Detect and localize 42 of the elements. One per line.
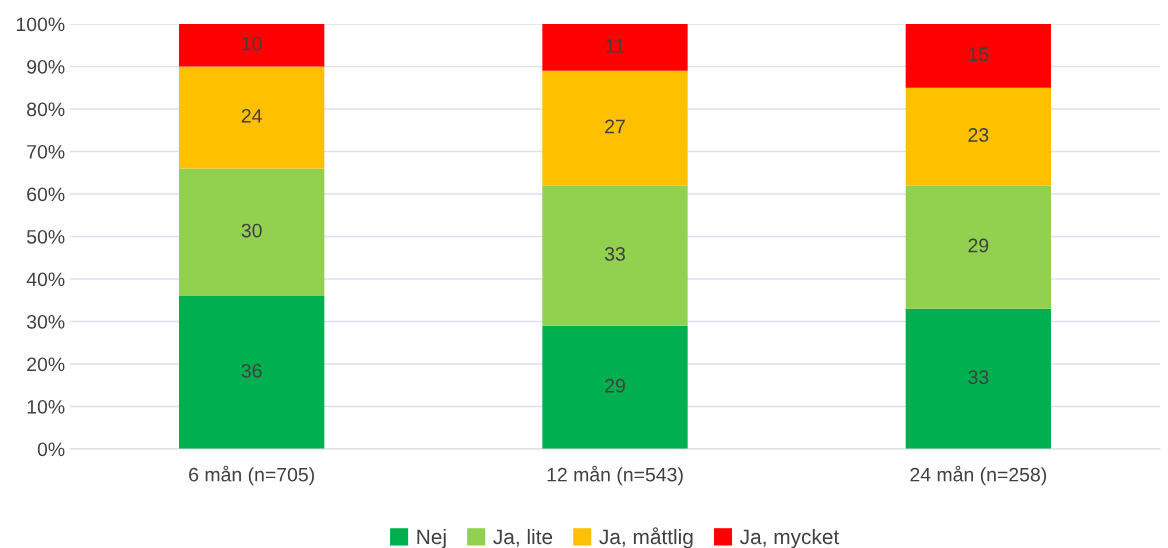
y-tick-label: 100% (16, 17, 65, 32)
bar (542, 70, 688, 186)
data-label: 24 (241, 108, 262, 123)
bar (905, 87, 1051, 186)
y-tick-label: 40% (26, 272, 65, 287)
data-label: 29 (605, 378, 625, 393)
data-label: 23 (968, 128, 989, 142)
y-tick-label: 30% (26, 314, 65, 329)
y-tick-label: 50% (27, 229, 65, 244)
y-tick-label: 90% (27, 59, 65, 74)
y-tick-label: 60% (27, 187, 65, 202)
bar (905, 185, 1051, 309)
bar (542, 325, 688, 449)
legend-label: Ja, mycket (740, 528, 840, 548)
bar (905, 308, 1051, 449)
data-label: 36 (241, 363, 262, 378)
data-label: 29 (968, 238, 989, 253)
data-label: 10 (242, 36, 262, 51)
y-tick-label: 10% (27, 399, 65, 414)
y-tick-label: 20% (27, 357, 65, 372)
bar (179, 24, 325, 67)
data-label: 30 (241, 223, 262, 238)
y-tick-label: 70% (27, 144, 65, 159)
data-label: 33 (604, 247, 625, 261)
x-tick-label: 24 mån (n=258) (910, 465, 1047, 486)
data-label: 11 (606, 39, 625, 53)
bar (905, 24, 1051, 88)
y-tick-label: 0% (37, 442, 65, 457)
x-tick-label: 6 mån (n=705) (189, 465, 314, 486)
legend-label: Ja, måttlig (599, 527, 693, 548)
bar (542, 185, 688, 326)
bar (179, 168, 325, 296)
bar (179, 66, 325, 169)
y-tick-label: 80% (27, 102, 65, 117)
data-label: 33 (968, 370, 989, 385)
bar (179, 296, 325, 449)
bar (542, 24, 688, 71)
legend-label: Ja, lite (493, 528, 553, 547)
data-label: 15 (969, 47, 989, 62)
x-tick-label: 12 mån (n=543) (547, 465, 683, 486)
legend-label: Nej (417, 528, 446, 548)
data-label: 27 (605, 119, 625, 134)
